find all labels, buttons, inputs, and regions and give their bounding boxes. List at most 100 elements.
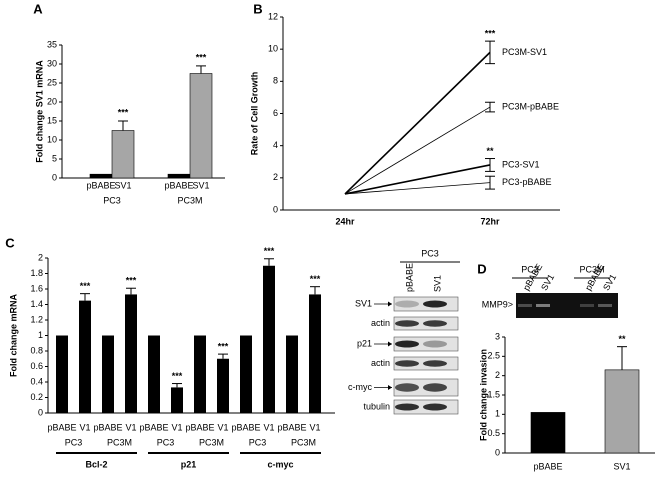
x-tick-label: SV1 (613, 461, 630, 471)
y-tick-label: 2 (273, 172, 278, 182)
blot-band (423, 320, 447, 327)
y-tick-label: 2 (38, 252, 43, 262)
x-tick-label: V1 (79, 422, 90, 432)
x-tick-label: pBABE (47, 422, 76, 432)
y-tick-label: 0 (52, 172, 57, 182)
x-tick-label: pBABE (93, 422, 122, 432)
y-tick-label: 1.2 (30, 314, 43, 324)
blot-row-label: actin (371, 358, 390, 368)
blot-strip (393, 336, 459, 352)
bar (263, 265, 275, 413)
y-tick-label: 35 (47, 39, 57, 49)
blot-band (423, 383, 447, 392)
y-tick-label: 0 (495, 447, 500, 457)
y-tick-label: 4 (273, 140, 278, 150)
blot-row-label: SV1 (355, 298, 372, 308)
y-tick-label: 0 (38, 407, 43, 417)
y-tick-label: 25 (47, 77, 57, 87)
line (344, 164, 491, 195)
blot-band (395, 300, 419, 308)
y-axis-label: Fold change invasion (478, 349, 488, 441)
series-label: PC3M-SV1 (502, 47, 547, 57)
y-tick-label: 3 (495, 331, 500, 341)
blot-band (423, 403, 447, 411)
series-label: PC3-pBABE (502, 177, 552, 187)
bar-label: SV1 (114, 180, 131, 190)
cell-line-label: PC3M (199, 437, 224, 447)
y-tick-label: 2 (495, 370, 500, 380)
bar (286, 335, 298, 413)
significance: ** (486, 146, 494, 156)
group-label: PC3M (177, 195, 202, 205)
y-tick-label: 1.5 (487, 389, 500, 399)
blot-arrowhead (388, 301, 392, 307)
x-tick-label: pBABE (231, 422, 260, 432)
bar (167, 173, 191, 179)
panel-label: A (33, 1, 43, 16)
gene-label: Bcl-2 (85, 459, 107, 469)
bar (89, 173, 113, 179)
bar (194, 335, 206, 413)
x-tick-label: 72hr (480, 216, 500, 226)
y-tick-label: 1.8 (30, 268, 43, 278)
bar (111, 130, 135, 179)
panel-label: D (477, 261, 486, 276)
significance: *** (172, 371, 183, 381)
y-tick-label: 5 (52, 153, 57, 163)
y-axis-label: Fold change SV1 mRNA (34, 60, 44, 163)
significance: *** (118, 107, 129, 117)
x-tick-label: pBABE (185, 422, 214, 432)
y-tick-label: 0.2 (30, 392, 43, 402)
y-tick-label: 12 (268, 11, 278, 21)
gel-band (598, 304, 612, 307)
blot-band (423, 340, 447, 348)
x-tick-label: pBABE (277, 422, 306, 432)
significance: *** (196, 52, 207, 62)
group-label: PC3 (103, 195, 121, 205)
bar (217, 358, 229, 413)
y-tick-label: 15 (47, 115, 57, 125)
y-tick-label: 0.4 (30, 376, 43, 386)
significance: ** (618, 334, 626, 344)
x-tick-label: 24hr (335, 216, 355, 226)
y-tick-label: 1.4 (30, 299, 43, 309)
y-tick-label: 0.5 (487, 428, 500, 438)
blot-row-label: tubulin (363, 401, 390, 411)
blot-row-label: p21 (357, 338, 372, 348)
gel-band (536, 304, 550, 307)
y-tick-label: 1 (38, 330, 43, 340)
lane-label: pBABE (404, 263, 414, 292)
lane-label: SV1 (432, 275, 442, 292)
x-tick-label: V1 (263, 422, 274, 432)
y-tick-label: 10 (47, 134, 57, 144)
x-tick-label: pBABE (533, 461, 562, 471)
bar (56, 335, 68, 413)
bar (171, 387, 183, 413)
gel (516, 293, 618, 318)
significance: *** (264, 246, 275, 256)
significance: *** (126, 276, 137, 286)
x-tick-label: pBABE (139, 422, 168, 432)
bar (240, 335, 252, 413)
blot-band (423, 360, 447, 367)
series-label: PC3M-pBABE (502, 101, 559, 111)
bar (189, 73, 213, 179)
blot-group-label: PC3M (579, 264, 604, 274)
y-axis-label: Fold change mRNA (8, 294, 18, 378)
y-tick-label: 20 (47, 96, 57, 106)
x-tick-label: V1 (171, 422, 182, 432)
blot-band (395, 340, 419, 348)
x-tick-label: V1 (309, 422, 320, 432)
blot-arrowhead (388, 341, 392, 347)
blot-band (395, 320, 419, 327)
y-tick-label: 0 (273, 204, 278, 214)
bar (530, 412, 566, 454)
y-tick-label: 0.8 (30, 345, 43, 355)
bar (102, 335, 114, 413)
cell-line-label: PC3M (107, 437, 132, 447)
cell-line-label: PC3 (157, 437, 175, 447)
significance: *** (218, 341, 229, 351)
blot-row-label: c-myc (348, 382, 372, 392)
line (344, 51, 491, 195)
